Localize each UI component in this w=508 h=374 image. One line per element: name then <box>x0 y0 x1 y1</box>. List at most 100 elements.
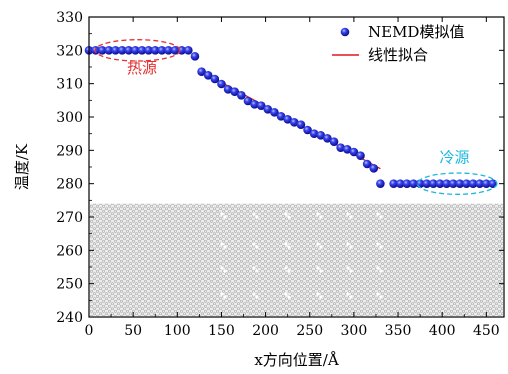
vacancy-dot <box>346 266 350 270</box>
vacancy-dot <box>379 245 383 249</box>
vacancy-dot <box>223 215 227 219</box>
vacancy-dot <box>319 269 323 273</box>
data-point <box>197 67 206 76</box>
vacancy-dot <box>376 292 380 296</box>
x-axis-label: x方向位置/Å <box>254 351 339 369</box>
vacancy-dot <box>379 269 383 273</box>
data-point <box>429 179 438 188</box>
tick-layer: 0 50 100 150 200 250 300 350 400 450 240 250 260 270 2… <box>56 10 504 339</box>
data-point <box>468 179 478 188</box>
y-tick-label: 290 <box>56 143 83 159</box>
cold-source-ellipse <box>416 172 498 195</box>
atomic-lattice <box>90 203 503 316</box>
vacancy-dot <box>252 292 256 296</box>
vacancy-dot <box>287 245 291 249</box>
vacancy-dot <box>316 266 320 270</box>
data-point <box>210 74 220 84</box>
data-point <box>190 52 200 61</box>
data-point <box>289 118 299 127</box>
vacancy-dot <box>349 295 353 299</box>
data-point <box>170 46 180 55</box>
data-point <box>124 46 134 55</box>
data-point <box>389 179 398 188</box>
data-point <box>323 134 332 143</box>
data-point <box>111 46 120 55</box>
vacancy-dot <box>287 269 291 273</box>
plot-frame <box>88 16 505 318</box>
legend-marker <box>340 27 350 37</box>
vacancy-dot <box>284 266 288 270</box>
series-layer <box>84 46 498 188</box>
y-tick-label: 300 <box>56 110 83 126</box>
data-point <box>150 46 160 55</box>
vacancy-dot <box>255 269 259 273</box>
vacancy-dot <box>255 245 259 249</box>
vacancy-dot <box>376 242 380 246</box>
vacancy-dot <box>220 292 224 296</box>
vacancy-dot <box>287 215 291 219</box>
x-tick-label: 300 <box>341 323 368 339</box>
vacancy-dot <box>376 266 380 270</box>
vacancy-dot <box>223 295 227 299</box>
data-point <box>164 46 173 55</box>
x-tick-label: 200 <box>252 323 279 339</box>
vacancy-dot <box>319 215 323 219</box>
data-point <box>97 46 107 55</box>
vacancy-dot <box>284 242 288 246</box>
data-point <box>184 46 193 55</box>
vacancy-dot <box>284 292 288 296</box>
data-point <box>442 179 451 188</box>
y-tick-label: 310 <box>56 77 83 93</box>
legend-label: NEMD模拟值 <box>368 23 464 41</box>
y-tick-label: 250 <box>56 277 83 293</box>
vacancy-dot <box>346 242 350 246</box>
vacancy-dot <box>349 245 353 249</box>
data-point <box>243 96 253 106</box>
data-point <box>435 179 445 188</box>
data-point <box>362 159 372 169</box>
heat-source-label: 热源 <box>127 59 157 77</box>
data-point <box>349 147 359 157</box>
x-tick-label: 50 <box>124 323 142 339</box>
vacancy-dot <box>223 269 227 273</box>
vacancy-dot <box>379 215 383 219</box>
vacancy-dot <box>319 245 323 249</box>
heat-source-ellipse <box>94 39 181 62</box>
legend-label: 线性拟合 <box>368 46 428 64</box>
data-point <box>309 129 319 138</box>
data-point <box>342 145 352 154</box>
x-tick-label: 350 <box>385 323 412 339</box>
vacancy-dot <box>319 295 323 299</box>
vacancy-dot <box>349 215 353 219</box>
data-point <box>223 85 233 94</box>
vacancy-dot <box>316 292 320 296</box>
data-point <box>276 112 286 121</box>
vacancy-dot <box>376 212 380 216</box>
data-point <box>488 179 498 188</box>
vacancy-dot <box>284 212 288 216</box>
x-tick-label: 400 <box>429 323 456 339</box>
vacancy-dot <box>252 212 256 216</box>
vacancy-dot <box>220 242 224 246</box>
data-point <box>256 101 266 110</box>
data-point <box>422 179 432 188</box>
y-tick-label: 270 <box>56 210 83 226</box>
data-point <box>395 179 405 188</box>
data-point <box>448 179 458 188</box>
y-axis-label: 温度/K <box>13 143 31 190</box>
data-point <box>356 151 365 160</box>
x-tick-label: 150 <box>208 323 235 339</box>
atomic-structure-region <box>90 203 503 316</box>
vacancy-dot <box>220 212 224 216</box>
data-point <box>402 179 412 188</box>
vacancy-dot <box>287 295 291 299</box>
data-point <box>475 179 485 188</box>
data-point <box>369 164 379 173</box>
vacancy-dot <box>223 245 227 249</box>
y-tick-label: 280 <box>56 177 83 193</box>
vacancy-dot <box>220 266 224 270</box>
data-point <box>336 143 345 152</box>
